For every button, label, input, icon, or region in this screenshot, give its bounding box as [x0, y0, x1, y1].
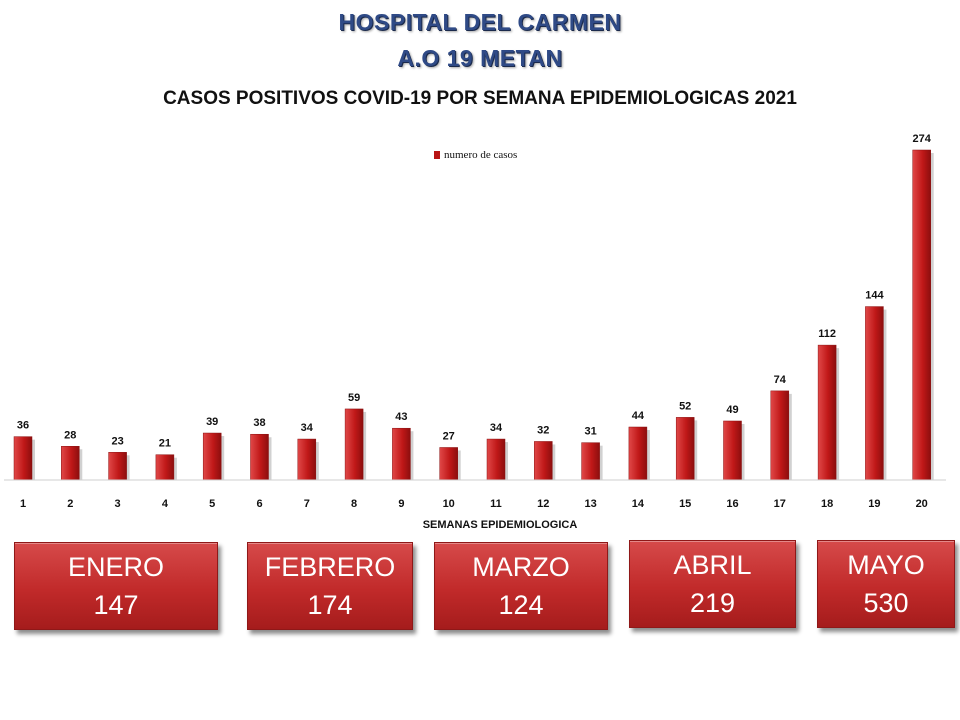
- month-name: ABRIL: [673, 550, 752, 580]
- chart-legend: numero de casos: [434, 149, 517, 161]
- data-label-week-15: 52: [679, 400, 691, 412]
- tick-label-week-2: 2: [67, 498, 73, 510]
- data-label-week-8: 59: [348, 392, 360, 404]
- tick-label-week-19: 19: [868, 498, 880, 510]
- tick-label-week-6: 6: [256, 498, 262, 510]
- month-total: 174: [307, 590, 353, 620]
- tick-label-week-7: 7: [304, 498, 310, 510]
- bar-week-7: [297, 438, 317, 481]
- month-box-abril: ABRIL 219: [629, 540, 796, 628]
- tick-label-week-18: 18: [821, 498, 833, 510]
- tick-label-week-9: 9: [398, 498, 404, 510]
- month-box-febrero: FEBRERO 174: [247, 542, 413, 630]
- bar-week-2: [61, 446, 80, 481]
- month-total: 530: [863, 588, 909, 618]
- month-name: MAYO: [847, 550, 925, 580]
- data-label-week-10: 27: [443, 430, 455, 442]
- bar-week-5: [202, 432, 222, 481]
- month-total: 147: [93, 590, 139, 620]
- data-label-week-3: 23: [111, 435, 123, 447]
- bar-week-19: [865, 306, 884, 481]
- tick-label-week-17: 17: [774, 498, 786, 510]
- data-label-week-19: 144: [865, 290, 884, 302]
- x-tick-labels: 1 2 3 4 5 6 7 8 9 10 11 12 13 14 15 16 17 18 19 20: [20, 498, 928, 510]
- tick-label-week-4: 4: [162, 498, 169, 510]
- bar-week-1: [13, 436, 33, 481]
- bar-week-13: [581, 442, 600, 481]
- data-label-week-11: 34: [490, 422, 503, 434]
- bar-week-11: [486, 438, 506, 481]
- bar-week-18: [817, 344, 837, 481]
- tick-label-week-16: 16: [726, 498, 738, 510]
- bar-week-16: [723, 420, 742, 481]
- bar-week-20: [912, 149, 931, 481]
- data-label-week-2: 28: [64, 429, 76, 441]
- month-name: ENERO: [67, 552, 165, 582]
- legend-label: numero de casos: [444, 149, 518, 161]
- tick-label-week-14: 14: [632, 498, 645, 510]
- month-name: FEBRERO: [264, 552, 396, 582]
- x-axis-label: SEMANAS EPIDEMIOLOGICA: [423, 519, 578, 531]
- month-box-enero: ENERO 147: [14, 542, 218, 630]
- bar-week-15: [675, 417, 695, 481]
- hospital-name: HOSPITAL DEL CARMEN: [338, 9, 622, 35]
- data-label-week-12: 32: [537, 424, 549, 436]
- data-label-week-20: 274: [913, 133, 932, 145]
- tick-label-week-10: 10: [443, 498, 455, 510]
- month-box-mayo: MAYO 530: [817, 540, 955, 628]
- data-label-week-1: 36: [17, 420, 29, 432]
- bar-week-8: [344, 408, 364, 481]
- data-label-week-6: 38: [253, 417, 265, 429]
- chart-title: CASOS POSITIVOS COVID-19 POR SEMANA EPID…: [163, 88, 797, 109]
- tick-label-week-8: 8: [351, 498, 357, 510]
- data-label-week-5: 39: [206, 416, 218, 428]
- legend-swatch: [434, 151, 440, 159]
- bar-week-14: [628, 426, 648, 481]
- bar-week-3: [108, 452, 127, 481]
- data-label-week-13: 31: [584, 426, 596, 438]
- bar-week-4: [155, 454, 175, 481]
- month-total: 219: [689, 588, 736, 618]
- tick-label-week-13: 13: [584, 498, 596, 510]
- bar-week-6: [250, 433, 269, 481]
- bars-group: 36 28 23 21 39 38 34 59 43 27 34 32 31 44 52 49 74 112 144…: [13, 133, 934, 481]
- data-label-week-18: 112: [818, 328, 836, 340]
- month-total: 124: [498, 590, 544, 620]
- data-label-week-14: 44: [632, 410, 645, 422]
- month-box-marzo: MARZO 124: [434, 542, 608, 630]
- tick-label-week-15: 15: [679, 498, 691, 510]
- bar-week-17: [770, 390, 790, 481]
- data-label-week-7: 34: [301, 422, 314, 434]
- tick-label-week-1: 1: [20, 498, 26, 510]
- tick-label-week-3: 3: [115, 498, 121, 510]
- bar-week-10: [439, 447, 458, 481]
- data-label-week-4: 21: [159, 438, 171, 450]
- tick-label-week-20: 20: [916, 498, 928, 510]
- month-name: MARZO: [472, 552, 570, 582]
- data-label-week-16: 49: [726, 404, 738, 416]
- bar-week-12: [534, 441, 553, 481]
- hospital-unit: A.O 19 METAN: [397, 45, 563, 71]
- bar-week-9: [392, 427, 411, 481]
- tick-label-week-12: 12: [537, 498, 549, 510]
- data-label-week-17: 74: [774, 374, 787, 386]
- data-label-week-9: 43: [395, 411, 407, 423]
- tick-label-week-5: 5: [209, 498, 215, 510]
- tick-label-week-11: 11: [490, 498, 502, 510]
